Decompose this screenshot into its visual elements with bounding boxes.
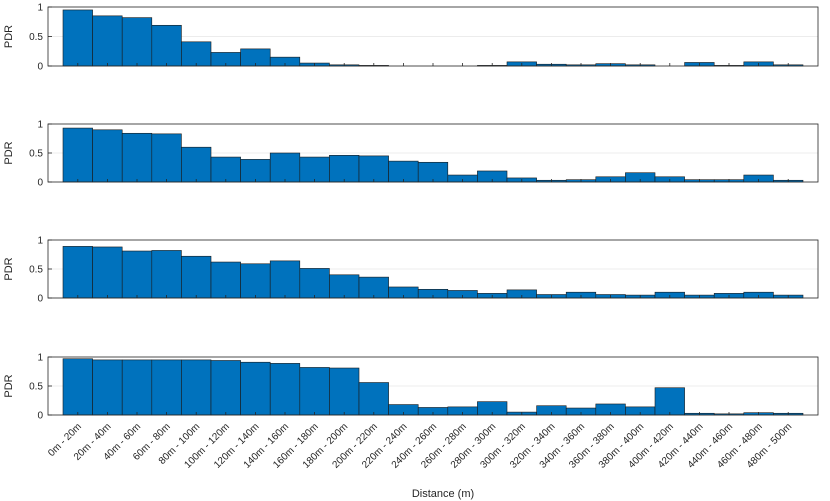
subplot-2: 0 0.5 1 PDR	[3, 120, 819, 189]
bar-3-11	[358, 276, 389, 299]
bar-1-2	[92, 15, 123, 67]
y-axis-label: PDR	[3, 25, 15, 48]
bar-2-1	[62, 127, 93, 183]
bar-3-5	[181, 255, 212, 299]
bar-4-3	[121, 359, 153, 416]
bar-3-4	[151, 250, 182, 299]
subplot-1: 0 0.5 1 PDR	[3, 3, 819, 73]
bar-1-1	[62, 9, 93, 67]
bar-4-21	[654, 387, 685, 416]
subplot-3: 0 0.5 1 PDR	[3, 236, 819, 305]
y-tick-label: 0	[37, 62, 43, 73]
y-axis-label: PDR	[3, 374, 15, 397]
y-tick-label: 1	[37, 353, 43, 364]
bar-3-8	[269, 260, 301, 299]
bar-2-3	[121, 132, 153, 183]
y-tick-label: 0.5	[29, 32, 43, 43]
bar-2-2	[92, 129, 123, 183]
bar-2-8	[269, 152, 301, 183]
bar-3-7	[240, 263, 271, 299]
bar-2-6	[210, 156, 241, 183]
bar-2-9	[299, 156, 330, 183]
x-axis-label: Distance (m)	[412, 488, 474, 500]
bar-1-3	[121, 17, 153, 67]
bar-4-1	[62, 358, 93, 416]
y-axis-label: PDR	[3, 257, 15, 280]
bar-4-4	[151, 359, 182, 416]
y-tick-label: 0.5	[29, 265, 43, 276]
y-tick-label: 0	[37, 178, 43, 189]
bar-3-9	[299, 268, 330, 299]
bar-4-5	[181, 359, 212, 416]
bar-4-6	[210, 360, 241, 416]
y-tick-label: 0.5	[29, 149, 43, 160]
bar-4-2	[92, 359, 123, 416]
bar-2-7	[240, 159, 271, 183]
bar-2-11	[358, 155, 389, 183]
bar-3-6	[210, 261, 241, 299]
bar-4-10	[329, 367, 360, 416]
bar-2-5	[181, 146, 212, 183]
y-tick-label: 0	[37, 411, 43, 422]
bar-2-10	[329, 155, 360, 183]
bar-4-9	[299, 367, 330, 416]
bar-3-10	[329, 274, 360, 299]
y-tick-label: 1	[37, 3, 43, 14]
y-tick-label: 0.5	[29, 382, 43, 393]
y-tick-label: 1	[37, 236, 43, 247]
bar-3-3	[121, 250, 153, 299]
bar-3-1	[62, 246, 93, 299]
y-axis-label: PDR	[3, 141, 15, 164]
y-tick-label: 0	[37, 294, 43, 305]
bar-4-8	[269, 363, 301, 416]
bar-4-7	[240, 361, 271, 416]
bar-3-2	[92, 246, 123, 299]
subplot-4: 0 0.5 1 PDR	[3, 353, 819, 422]
bar-1-4	[151, 24, 182, 67]
y-tick-label: 1	[37, 120, 43, 131]
bar-4-11	[358, 382, 389, 416]
bar-2-12	[388, 160, 419, 183]
bar-1-5	[181, 41, 212, 67]
bar-2-4	[151, 133, 182, 183]
